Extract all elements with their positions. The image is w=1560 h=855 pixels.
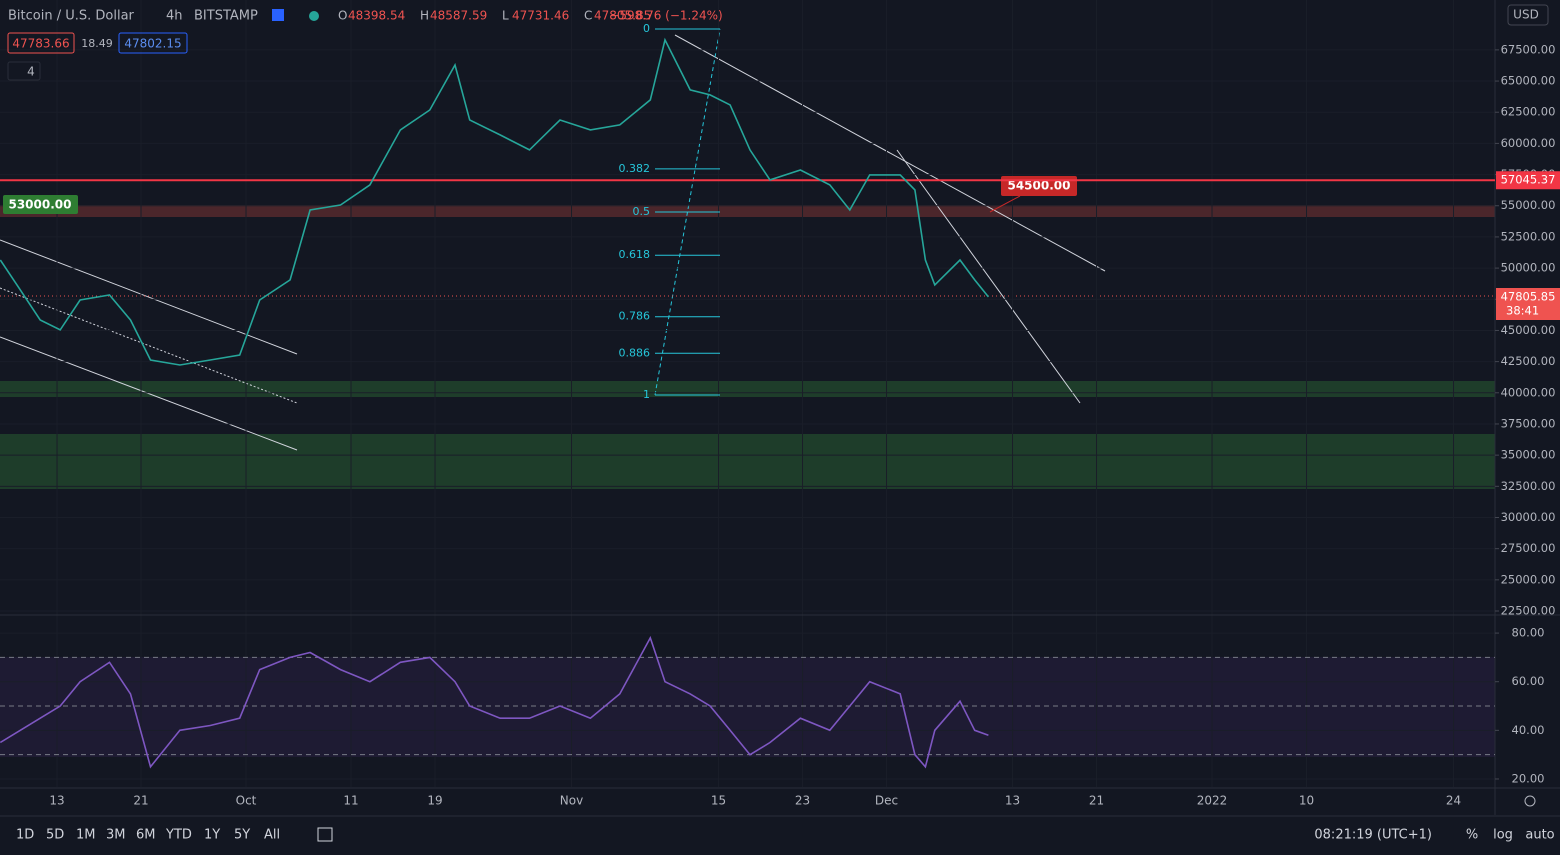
y-tick-label: 20.00 xyxy=(1512,771,1545,785)
range-button[interactable]: 1M xyxy=(76,828,96,843)
header: Bitcoin / U.S. Dollar 4h BITSTAMP xyxy=(8,9,319,24)
scale-option[interactable]: % xyxy=(1466,828,1478,843)
range-button[interactable]: 5D xyxy=(46,828,64,843)
exchange: BITSTAMP xyxy=(194,9,258,24)
fib-label: 0.5 xyxy=(633,205,651,218)
x-tick-label: 24 xyxy=(1446,794,1461,808)
x-tick-label: 10 xyxy=(1299,794,1314,808)
range-button[interactable]: 3M xyxy=(106,828,126,843)
ohlc-value: 47731.46 xyxy=(512,9,569,23)
y-tick-label: 25000.00 xyxy=(1501,572,1556,586)
support-zone xyxy=(0,434,1495,489)
y-tick-label: 65000.00 xyxy=(1501,74,1556,88)
price-line xyxy=(0,37,990,366)
ohlc: O 48398.54 H 48587.59 L 47731.46 C 47805.85−598… xyxy=(338,9,723,23)
y-tick-label: 40.00 xyxy=(1512,723,1545,737)
scale-option[interactable]: auto xyxy=(1525,828,1554,843)
target-label-text: 54500.00 xyxy=(1007,179,1070,193)
status-dot xyxy=(309,11,319,21)
y-tick-label: 62500.00 xyxy=(1501,105,1556,119)
countdown: 38:41 xyxy=(1506,304,1539,318)
ohlc-key: H xyxy=(420,9,429,23)
settings-icon[interactable] xyxy=(1524,795,1536,807)
fib-label: 0.786 xyxy=(619,310,651,323)
x-tick-label: 19 xyxy=(427,794,442,808)
date-range-button[interactable] xyxy=(317,827,333,842)
interval: 4h xyxy=(166,9,183,24)
x-tick-label: 21 xyxy=(133,794,148,808)
y-tick-label: 35000.00 xyxy=(1501,448,1556,462)
y-tick-label: 32500.00 xyxy=(1501,479,1556,493)
clock: 08:21:19 (UTC+1) xyxy=(1314,828,1432,843)
x-tick-label: 23 xyxy=(795,794,810,808)
fib-label: 0.382 xyxy=(619,162,651,175)
fib-label: 0.618 xyxy=(619,248,651,261)
y-tick-label: 55000.00 xyxy=(1501,198,1556,212)
indicator-count: 4 xyxy=(27,65,35,79)
symbol: Bitcoin / U.S. Dollar xyxy=(8,9,135,24)
last-price-box xyxy=(1496,288,1560,320)
y-tick-label: 67500.00 xyxy=(1501,42,1556,56)
ohlc-value: 48398.54 xyxy=(348,9,405,23)
bid: 47783.66 xyxy=(12,37,69,51)
y-tick-label: 80.00 xyxy=(1512,626,1545,640)
fib-label: 0.886 xyxy=(619,346,651,359)
scale-option[interactable]: log xyxy=(1493,828,1513,843)
currency-select[interactable] xyxy=(1507,4,1549,26)
ohlc-value: 48587.59 xyxy=(430,9,487,23)
price-label xyxy=(3,195,78,214)
ohlc-key: O xyxy=(338,9,347,23)
toolbar: 1D 5D 1M 3M 6M YTD 1Y 5Y All 08:21:19 (UTC+1)% log… xyxy=(16,827,1555,843)
fib-label: 0 xyxy=(643,22,650,35)
y-tick-label: 30000.00 xyxy=(1501,510,1556,524)
y-tick-label: 60.00 xyxy=(1512,674,1545,688)
rsi-band xyxy=(0,657,1495,757)
resistance-zone xyxy=(0,205,1495,217)
y-tick-label: 37500.00 xyxy=(1501,416,1556,430)
x-tick-label: Nov xyxy=(560,794,583,808)
flag-icon[interactable] xyxy=(272,9,284,21)
range-button[interactable]: 5Y xyxy=(234,828,250,843)
ohlc-key: L xyxy=(502,9,509,23)
ohlc-key: C xyxy=(584,9,592,23)
change: −598.76 (−1.24%) xyxy=(609,9,722,23)
range-button[interactable]: 1Y xyxy=(204,828,220,843)
y-tick-label: 50000.00 xyxy=(1501,261,1556,275)
rsi-line xyxy=(0,635,989,769)
currency: USD xyxy=(1513,8,1539,22)
y-tick-label: 45000.00 xyxy=(1501,323,1556,337)
x-tick-label: 2022 xyxy=(1197,794,1228,808)
ask: 47802.15 xyxy=(124,37,181,51)
x-tick-label: 15 xyxy=(711,794,726,808)
target-pointer xyxy=(989,195,1021,213)
y-tick-label: 60000.00 xyxy=(1501,136,1556,150)
y-tick-label: 40000.00 xyxy=(1501,385,1556,399)
x-tick-label: 11 xyxy=(343,794,358,808)
y-tick-label: 42500.00 xyxy=(1501,354,1556,368)
last-price: 47805.85 xyxy=(1501,290,1556,304)
indicator-toggle[interactable] xyxy=(7,61,41,81)
x-tick-label: Dec xyxy=(875,794,898,808)
range-button[interactable]: All xyxy=(264,828,280,843)
x-tick-label: 13 xyxy=(1005,794,1020,808)
hline-label: 57045.37 xyxy=(1501,173,1556,187)
range-button[interactable]: YTD xyxy=(165,828,192,843)
range-button[interactable]: 6M xyxy=(136,828,156,843)
x-tick-label: 13 xyxy=(49,794,64,808)
y-tick-label: 52500.00 xyxy=(1501,229,1556,243)
spread: 18.49 xyxy=(81,37,113,50)
support-zone xyxy=(0,381,1495,397)
ask-box[interactable] xyxy=(118,32,188,54)
x-tick-label: 21 xyxy=(1089,794,1104,808)
y-tick-label: 22500.00 xyxy=(1501,604,1556,618)
range-button[interactable]: 1D xyxy=(16,828,34,843)
ohlc-value: 47805.85 xyxy=(594,9,651,23)
x-tick-label: Oct xyxy=(236,794,257,808)
price-label-text: 53000.00 xyxy=(8,198,71,212)
bid-box[interactable] xyxy=(7,32,75,54)
fib-label: 1 xyxy=(643,388,650,401)
hline-axis-label xyxy=(1496,171,1560,190)
y-tick-label: 27500.00 xyxy=(1501,541,1556,555)
